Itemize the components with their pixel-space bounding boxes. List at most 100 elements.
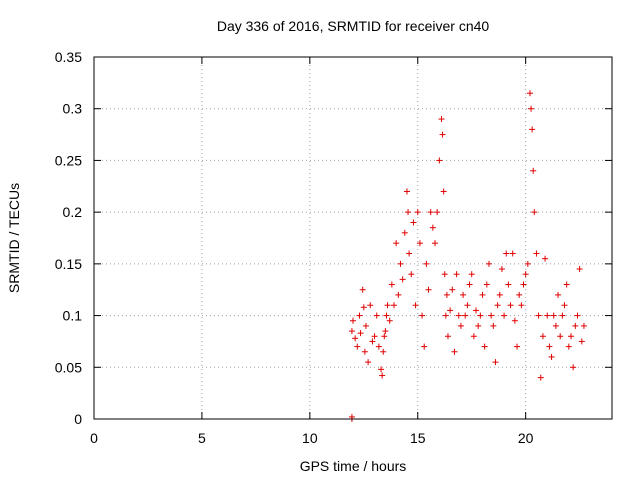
data-point	[501, 312, 508, 319]
data-point	[526, 90, 533, 97]
data-point	[468, 271, 475, 278]
data-point	[533, 250, 540, 257]
data-point	[412, 302, 419, 309]
x-axis-label: GPS time / hours	[300, 458, 407, 474]
data-point	[496, 291, 503, 298]
x-tick-label: 15	[410, 430, 426, 446]
data-point	[434, 209, 441, 216]
data-point	[440, 188, 447, 195]
data-point	[574, 312, 581, 319]
data-point	[391, 302, 398, 309]
data-point	[503, 250, 510, 257]
data-point	[518, 302, 525, 309]
data-point	[494, 302, 501, 309]
y-tick-label: 0.3	[63, 101, 83, 117]
data-point	[514, 343, 521, 350]
data-point	[580, 322, 587, 329]
data-point	[362, 322, 369, 329]
data-point	[451, 348, 458, 355]
data-point	[561, 302, 568, 309]
data-point	[354, 343, 361, 350]
data-point	[406, 250, 413, 257]
data-point	[473, 307, 480, 314]
y-tick-label: 0	[74, 411, 82, 427]
data-point	[438, 116, 445, 123]
data-point	[359, 286, 366, 293]
data-point	[570, 364, 577, 371]
data-point	[498, 266, 505, 273]
data-point	[546, 343, 553, 350]
data-point	[542, 255, 549, 262]
data-point	[509, 250, 516, 257]
data-point	[466, 281, 473, 288]
data-point	[419, 312, 426, 319]
data-point	[397, 260, 404, 267]
data-point	[379, 372, 386, 379]
data-point	[414, 209, 421, 216]
y-tick-label: 0.15	[55, 256, 82, 272]
data-point	[552, 322, 559, 329]
data-point	[529, 126, 536, 133]
x-tick-label: 0	[90, 430, 98, 446]
data-point	[350, 317, 356, 324]
data-point	[520, 281, 527, 288]
grid-lines	[94, 57, 612, 419]
data-point	[481, 343, 488, 350]
data-point	[421, 343, 428, 350]
data-point	[447, 307, 454, 314]
data-point	[567, 333, 574, 340]
x-tick-label: 20	[518, 430, 534, 446]
data-point	[384, 302, 391, 309]
data-point	[443, 291, 450, 298]
data-point	[416, 240, 423, 247]
data-point	[399, 276, 406, 283]
data-point	[528, 105, 535, 112]
data-point	[485, 260, 492, 267]
y-tick-label: 0.35	[55, 49, 82, 65]
data-point	[403, 188, 410, 195]
data-point	[563, 281, 570, 288]
data-point	[386, 317, 393, 324]
data-point	[475, 322, 482, 329]
data-point	[395, 291, 402, 298]
data-point	[462, 312, 469, 319]
y-axis-label: SRMTID / TECUs	[6, 183, 22, 293]
data-point	[483, 281, 490, 288]
data-point	[441, 271, 448, 278]
data-point	[470, 333, 477, 340]
data-point	[490, 322, 497, 329]
data-point	[352, 335, 359, 342]
data-point	[375, 343, 382, 350]
data-point	[576, 266, 583, 273]
data-point	[371, 333, 378, 340]
data-point	[378, 366, 385, 373]
data-point	[511, 317, 518, 324]
data-points	[348, 90, 587, 422]
data-point	[565, 343, 572, 350]
data-point	[479, 291, 486, 298]
data-point	[427, 209, 434, 216]
data-point	[383, 312, 390, 319]
data-point	[425, 286, 432, 293]
data-point	[477, 312, 484, 319]
data-point	[410, 219, 417, 226]
data-point	[492, 359, 499, 366]
data-point	[449, 286, 456, 293]
data-point	[357, 330, 364, 337]
plot-frame	[93, 56, 613, 420]
data-point	[382, 328, 389, 335]
data-point	[453, 271, 460, 278]
data-point	[442, 312, 449, 319]
data-point	[367, 302, 374, 309]
data-point	[405, 209, 412, 216]
data-point	[361, 348, 368, 355]
data-point	[572, 322, 579, 329]
y-tick-label: 0.25	[55, 152, 82, 168]
data-point	[388, 281, 395, 288]
data-point	[444, 333, 451, 340]
data-point	[539, 333, 546, 340]
y-tick-label: 0.1	[63, 308, 83, 324]
data-point	[365, 359, 372, 366]
data-point	[436, 157, 443, 164]
